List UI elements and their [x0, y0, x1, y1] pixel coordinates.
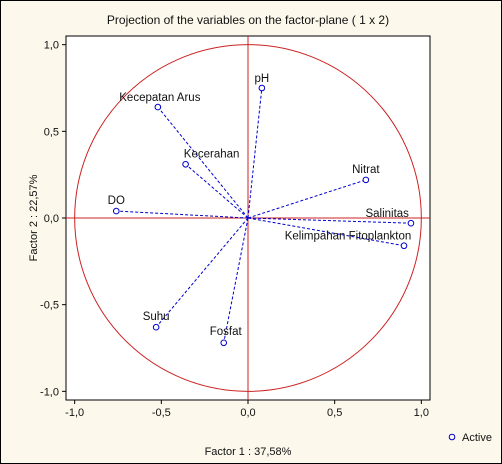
- variable-vector: [247, 179, 367, 219]
- variable-point: [112, 207, 120, 215]
- variable-point: [400, 242, 408, 250]
- variable-label: DO: [108, 195, 125, 207]
- variable-point: [154, 103, 162, 111]
- variable-label: Kecerahan: [184, 148, 240, 160]
- x-tick-label: 0,5: [327, 407, 342, 419]
- variable-point: [407, 219, 415, 227]
- y-tick-label: 1,0: [44, 40, 59, 52]
- x-tick-label: -1,0: [65, 407, 84, 419]
- plot-layer: -1,0 -0,5 0,0 0,5 1,0 1,0 0,5 0,0 -0,5 -1,0 pH Kece…: [40, 36, 430, 419]
- variable-vector: [116, 210, 249, 219]
- variable-label: pH: [255, 73, 270, 85]
- variable-vector: [155, 217, 249, 328]
- legend-marker: [448, 433, 456, 441]
- variable-point: [182, 160, 189, 168]
- variable-label: Kelimpahan Fitoplankton: [285, 231, 412, 243]
- variable-label: Nitrat: [352, 164, 380, 176]
- variable-vector: [157, 106, 249, 219]
- x-tick-label: 1,0: [414, 407, 429, 419]
- x-axis-title: Factor 1 : 37,58%: [205, 446, 292, 458]
- y-tick-label: -0,5: [40, 300, 59, 312]
- variable-label: Fosfat: [210, 326, 243, 338]
- y-tick-label: 0,0: [44, 213, 59, 225]
- variable-point: [258, 84, 266, 92]
- variable-point: [220, 339, 228, 347]
- variable-label: Kecepatan Arus: [119, 92, 200, 104]
- chart-title: Projection of the variables on the facto…: [107, 13, 389, 27]
- variable-vector: [247, 217, 405, 247]
- y-tick-label: -1,0: [40, 386, 59, 398]
- variable-point: [152, 323, 160, 331]
- variable-label: Suhu: [143, 311, 170, 323]
- variable-vector: [223, 217, 249, 343]
- x-tick-label: -0,5: [152, 407, 171, 419]
- y-tick-label: 0,5: [44, 126, 59, 138]
- variable-vector: [185, 163, 249, 219]
- legend: Active: [448, 432, 492, 444]
- variable-vector: [247, 217, 411, 224]
- variable-vector: [247, 87, 263, 219]
- y-axis-title: Factor 2 : 22,57%: [28, 174, 40, 261]
- variable-label: Salinitas: [365, 208, 409, 220]
- x-tick-label: 0,0: [240, 407, 255, 419]
- legend-label: Active: [462, 432, 492, 444]
- variable-point: [362, 176, 370, 184]
